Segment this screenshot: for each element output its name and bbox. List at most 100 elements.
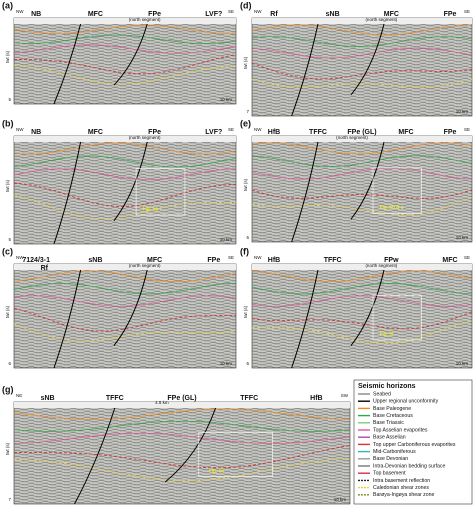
horizon (13, 155, 237, 168)
fault (53, 141, 82, 245)
direction-right: SE (228, 9, 234, 14)
distance-marker: 4.5 km (155, 400, 169, 405)
figure-reference: Fig. 5f (380, 332, 395, 338)
structure-label: FPe (444, 129, 457, 136)
horizon (251, 270, 473, 283)
fault (350, 23, 385, 96)
legend-label: Top Asselian evaporites (373, 427, 428, 433)
horizon (13, 65, 237, 85)
water-column (14, 18, 236, 24)
axis-title: twt (s) (5, 442, 10, 455)
panel-letter: (e) (240, 118, 251, 128)
legend-label: Base Triassic (373, 420, 404, 426)
legend-label: Upper regional unconformity (373, 399, 439, 405)
direction-right: SE (228, 255, 234, 260)
structure-label: FPe (GL) (347, 129, 376, 136)
scale-bar: 10 km (456, 109, 469, 114)
legend-label: Top basement (373, 471, 406, 477)
horizon (13, 270, 237, 283)
structure-sublabel: (north segment) (365, 263, 397, 268)
seismic-panel: (g)NE SW sNB TFFC FPe (GL) TFFC HfB 4.5 km twt (… (2, 384, 351, 505)
direction-left: NE (16, 393, 22, 398)
axis-title: twt (s) (243, 178, 248, 191)
seismic-section (13, 263, 237, 369)
horizon (251, 62, 473, 80)
direction-right: SW (341, 393, 349, 398)
fault (113, 141, 148, 222)
structure-label: MFC (147, 257, 162, 264)
axis-title: twt (s) (5, 305, 10, 318)
structure-sublabel: (north segment) (336, 135, 368, 140)
seismic-section (13, 17, 237, 105)
seismic-section (251, 135, 473, 243)
panel-letter: (a) (2, 0, 13, 10)
horizon (13, 295, 237, 307)
panel-letter: (b) (2, 118, 14, 128)
figure-reference-box (372, 294, 422, 341)
scale-bar: 10 km (220, 361, 233, 366)
fault (74, 407, 116, 505)
horizon (13, 420, 351, 432)
axis-title: twt (s) (5, 50, 10, 63)
horizon (13, 445, 351, 469)
fault (113, 23, 148, 86)
seismic-section (251, 17, 473, 117)
structure-label: NB (31, 11, 41, 18)
axis-tick: 5 (8, 97, 11, 102)
legend-label: Caledonian shear zones (373, 485, 429, 491)
structure-label: FPe (444, 11, 457, 18)
axis-title: twt (s) (243, 305, 248, 318)
structure-label: 7124/3-1 (22, 257, 50, 264)
structure-label: MFC (384, 11, 399, 18)
structure-sublabel: (north segment) (129, 135, 161, 140)
horizon (251, 36, 473, 47)
water-column (252, 18, 472, 24)
direction-left: NW (16, 255, 24, 260)
structure-label: HfB (268, 257, 280, 264)
panel-letter: (d) (240, 0, 252, 10)
structure-label: FPw (384, 257, 399, 264)
fault (291, 269, 319, 369)
horizon (252, 320, 473, 344)
structure-label: HfB (268, 129, 280, 136)
fault (291, 23, 319, 117)
scale-bar: 10 km (334, 497, 347, 502)
horizon (14, 54, 237, 75)
direction-left: NW (16, 127, 24, 132)
seismic-panel: (a)NW SE NB MFC FPe LVF? (north segment) twt (s… (2, 0, 237, 105)
horizon (251, 142, 473, 155)
figure-reference: Fig. 5b & c (380, 205, 404, 211)
direction-left: NW (16, 9, 24, 14)
seismic-panel: (c)NW SE 7124/3-1 sNB MFC FPe (north segment) R… (2, 246, 237, 369)
structure-label: MFC (442, 257, 457, 264)
horizon (13, 458, 351, 482)
figure-reference-box (198, 432, 274, 477)
structure-label: LVF? (205, 129, 222, 136)
structure-label: LVF? (205, 11, 222, 18)
legend-label: Base Asselian (373, 435, 406, 441)
seismic-panel: (b)NW SE NB MFC FPe LVF? (north segment) twt (s… (2, 118, 237, 245)
scale-bar: 10 km (456, 361, 469, 366)
horizon (251, 295, 473, 307)
legend-label: Intra-Devonian bedding surface (373, 463, 445, 469)
direction-left: NW (254, 255, 262, 260)
structure-sublabel: (north segment) (129, 17, 161, 22)
direction-right: SE (464, 9, 470, 14)
horizon (13, 34, 237, 44)
horizon (13, 24, 236, 35)
fault (164, 407, 217, 483)
structure-label: TFFC (309, 129, 327, 136)
horizon (13, 194, 237, 220)
direction-left: NW (254, 9, 262, 14)
horizon (251, 167, 473, 180)
seismic-panel: (d)NW SE Rf sNB MFC FPe (north segment) twt (s)… (240, 0, 473, 117)
scale-bar: 10 km (220, 237, 233, 242)
figure-reference: Fig. 5a (143, 207, 159, 213)
legend-label: Mid-Carboniferous (373, 449, 416, 455)
seismic-section (13, 135, 237, 245)
structure-sublabel: (north segment) (129, 263, 161, 268)
horizon (13, 408, 351, 420)
horizon (251, 283, 473, 295)
legend-box (353, 379, 473, 505)
